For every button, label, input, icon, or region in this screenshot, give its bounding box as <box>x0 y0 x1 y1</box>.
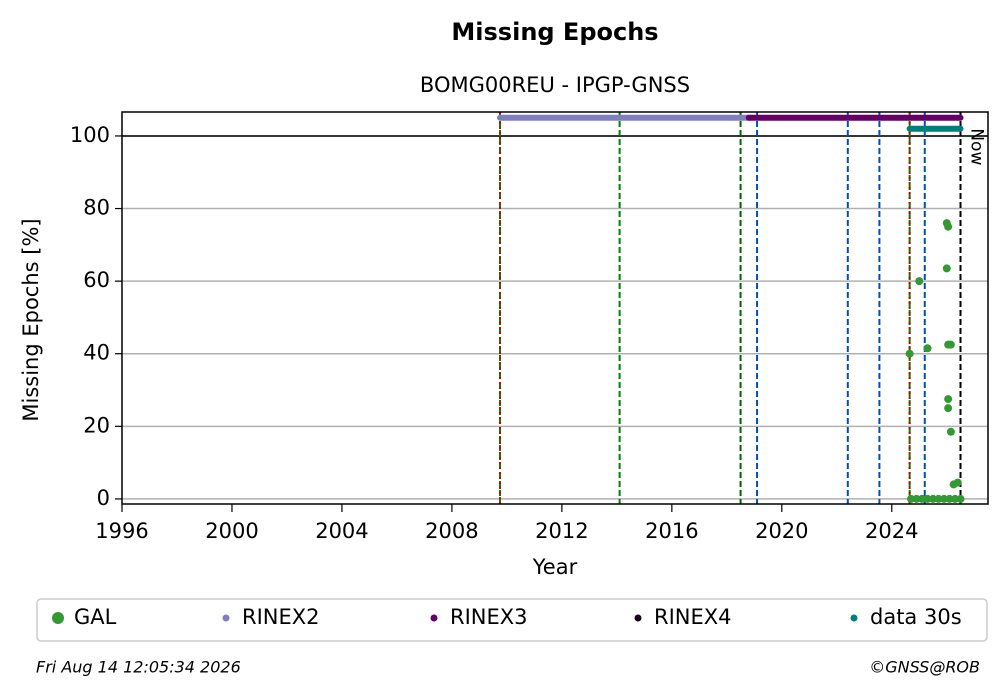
data-point <box>944 222 953 231</box>
x-tick-label: 2016 <box>645 519 698 543</box>
legend-label: RINEX2 <box>242 605 320 629</box>
y-axis-label: Missing Epochs [%] <box>19 218 43 421</box>
footer-date: Fri Aug 14 12:05:34 2026 <box>36 658 241 677</box>
x-tick-label: 2000 <box>205 519 258 543</box>
annotation: Now <box>967 128 987 165</box>
x-tick-label: 1996 <box>95 519 148 543</box>
y-tick-label: 0 <box>97 486 110 510</box>
data-point <box>944 395 953 404</box>
data-point <box>944 404 953 413</box>
x-tick-label: 2004 <box>315 519 368 543</box>
data-point <box>929 494 938 503</box>
data-point <box>934 494 943 503</box>
data-point <box>923 494 932 503</box>
x-tick-label: 2024 <box>865 519 918 543</box>
data-point <box>953 478 962 487</box>
legend-label: RINEX3 <box>450 605 528 629</box>
legend-marker <box>222 614 230 622</box>
x-tick-label: 2020 <box>755 519 808 543</box>
x-axis-label: Year <box>532 555 578 579</box>
legend-marker <box>850 614 858 622</box>
data-point <box>946 340 955 349</box>
data-point <box>951 494 960 503</box>
chart-subtitle: BOMG00REU - IPGP-GNSS <box>420 73 690 97</box>
y-tick-label: 40 <box>83 341 110 365</box>
x-tick-label: 2008 <box>425 519 478 543</box>
legend-marker <box>634 614 642 622</box>
plot-frame <box>121 111 989 505</box>
y-tick-label: 80 <box>83 196 110 220</box>
legend-marker <box>430 614 438 622</box>
legend-marker <box>52 612 64 624</box>
data-point <box>912 494 921 503</box>
footer-credit: ©GNSS@ROB <box>869 658 980 677</box>
data-point <box>945 494 954 503</box>
data-point <box>905 349 914 358</box>
data-point <box>915 277 924 286</box>
data-point <box>918 494 927 503</box>
data-point <box>946 427 955 436</box>
y-tick-label: 60 <box>83 268 110 292</box>
data-point <box>956 494 965 503</box>
data-point <box>923 344 932 353</box>
data-point <box>940 494 949 503</box>
legend-label: GAL <box>74 605 117 629</box>
legend-box <box>36 598 988 642</box>
y-tick-label: 100 <box>70 123 110 147</box>
data-point <box>942 264 951 273</box>
legend-label: RINEX4 <box>654 605 732 629</box>
x-tick-label: 2012 <box>535 519 588 543</box>
legend-label: data 30s <box>870 605 962 629</box>
chart-title: Missing Epochs <box>451 18 658 46</box>
data-point <box>907 494 916 503</box>
y-tick-label: 20 <box>83 413 110 437</box>
